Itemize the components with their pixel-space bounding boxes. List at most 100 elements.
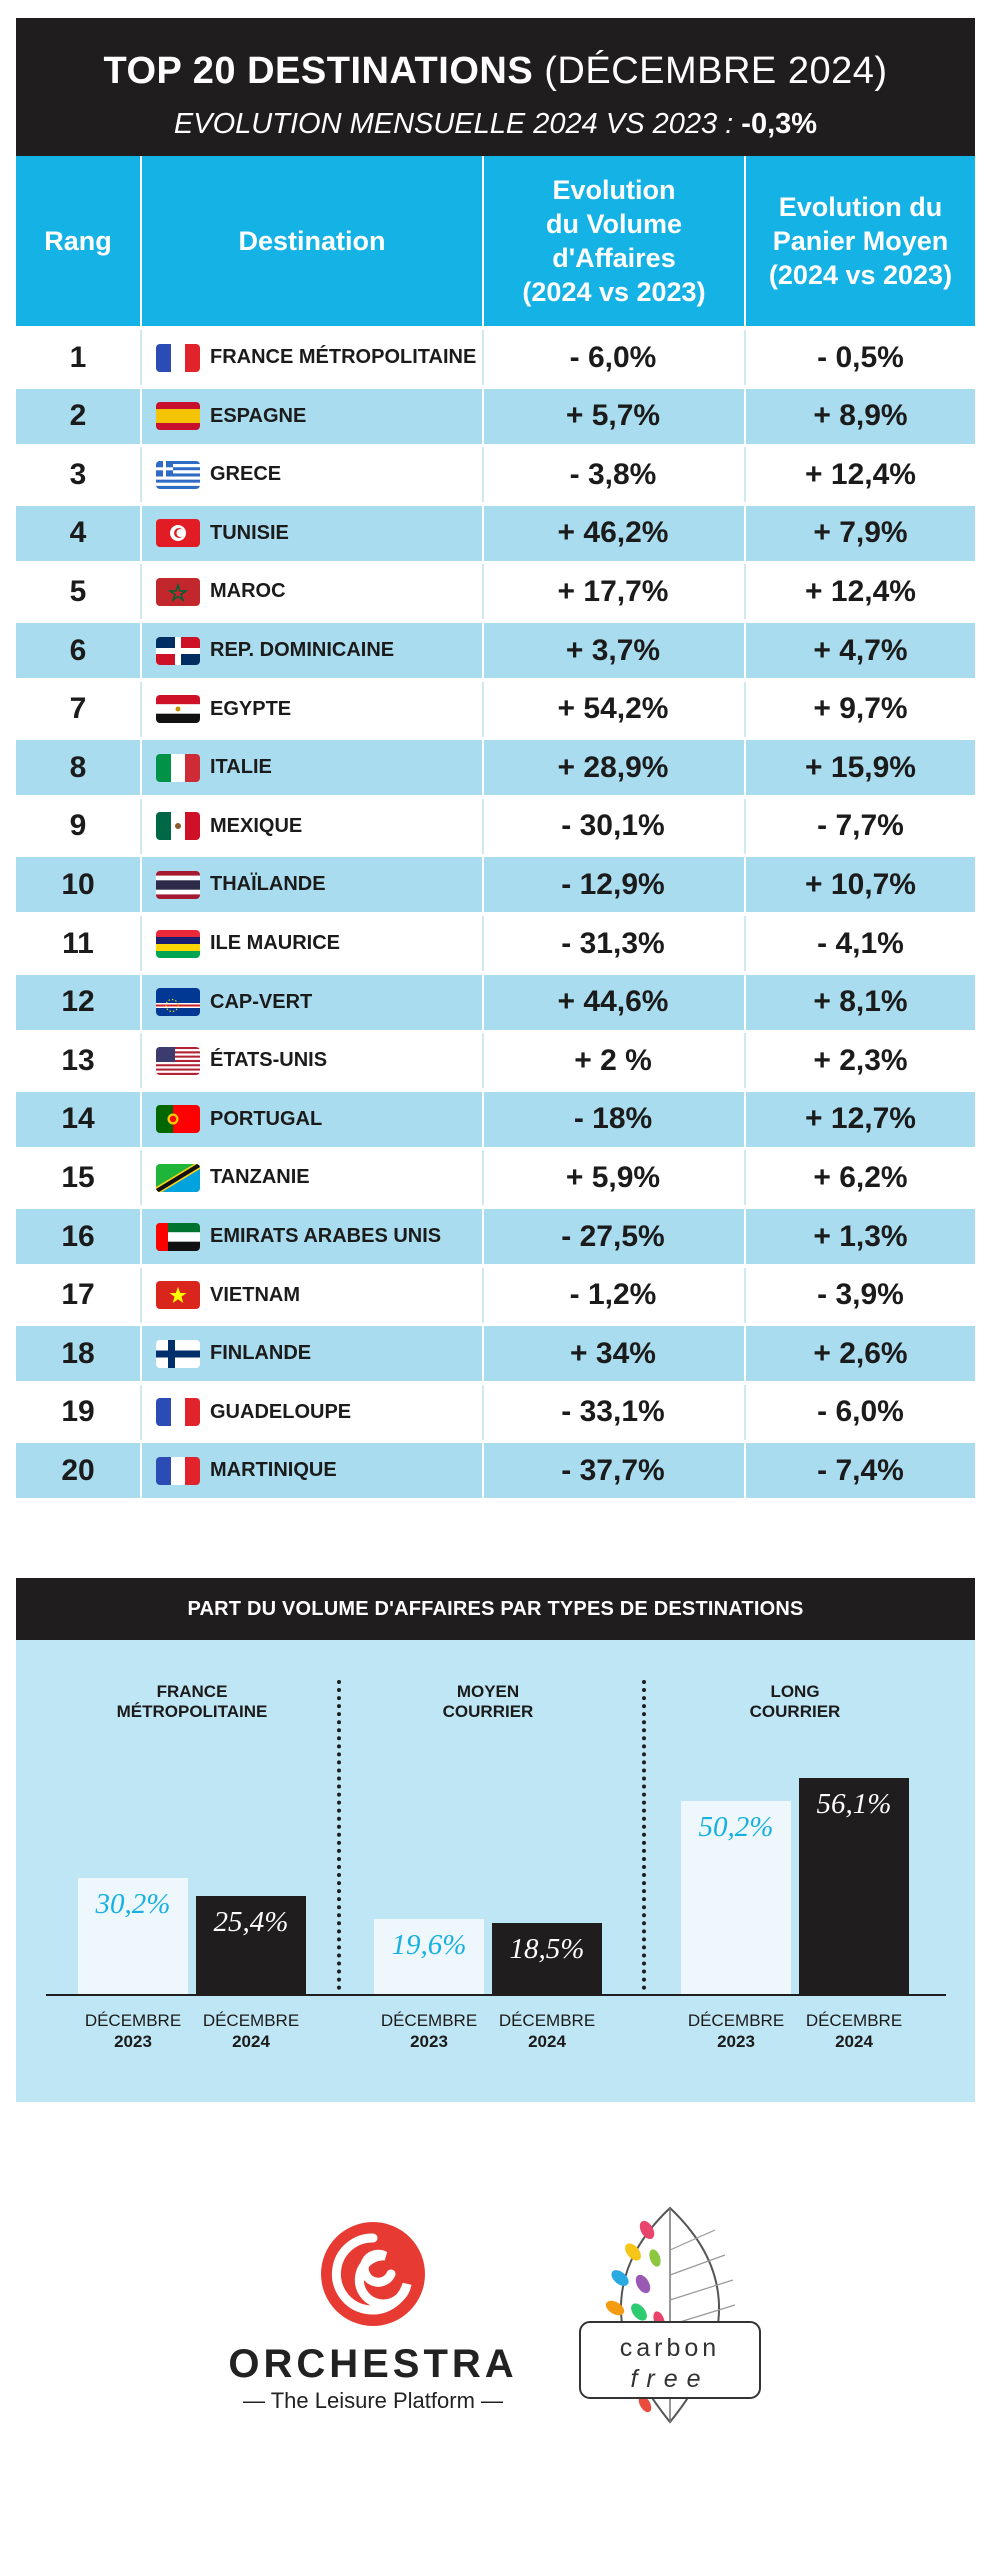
free-word: free	[630, 2365, 709, 2393]
orchestra-tagline: — The Leisure Platform —	[242, 2388, 504, 2413]
table-row: 11 ILE MAURICE - 31,3% - 4,1%	[16, 916, 975, 971]
table-row: 9 MEXIQUE - 30,1% - 7,7%	[16, 798, 975, 854]
volume-evolution-cell: + 17,7%	[557, 574, 669, 608]
panier-evolution-cell: + 10,7%	[805, 867, 916, 901]
column-header-panier-line: (2024 vs 2023)	[768, 260, 953, 290]
table-row: 7 EGYPTE + 54,2% + 9,7%	[16, 681, 975, 737]
orchestra-wordmark: ORCHESTRA	[228, 2342, 518, 2386]
volume-evolution-cell: + 54,2%	[557, 692, 669, 726]
destination-cell: FINLANDE	[144, 1326, 480, 1381]
chart-bar: 50,2%	[681, 1800, 791, 1994]
italy-flag-icon	[156, 753, 200, 782]
x-tick-label: DÉCEMBRE 2024	[498, 2011, 596, 2051]
carbon-free-logo-icon: carbon free	[579, 2206, 761, 2424]
vietnam-flag-icon	[156, 1281, 200, 1310]
volume-evolution-cell: + 44,6%	[557, 985, 669, 1019]
destination-cell: MARTINIQUE	[144, 1443, 480, 1498]
panier-evolution-cell: - 6,0%	[817, 1395, 904, 1429]
chart-bar: 30,2%	[78, 1877, 188, 1994]
destination-cell: EGYPTE	[144, 682, 480, 737]
group-divider	[642, 1680, 646, 1990]
destination-cell: ÉTATS-UNIS	[144, 1033, 480, 1088]
table-row: 20 MARTINIQUE - 37,7% - 7,4%	[16, 1443, 975, 1499]
chart-bar: 19,6%	[374, 1918, 484, 1994]
table-header: Rang Destination Evolution du Volume d'A…	[16, 156, 975, 326]
title-banner: TOP 20 DESTINATIONS (DÉCEMBRE 2024) EVOL…	[16, 18, 975, 156]
carbon-word: carbon	[620, 2334, 720, 2362]
tanzania-flag-icon	[156, 1163, 200, 1192]
column-header-destination-label: Destination	[238, 226, 386, 256]
table-row: 16 EMIRATS ARABES UNIS - 27,5% + 1,3%	[16, 1209, 975, 1264]
title-main: TOP 20 DESTINATIONS	[103, 50, 534, 92]
group-title: LONG COURRIER	[749, 1682, 841, 1721]
destination-name: ESPAGNE	[210, 404, 307, 427]
rank-cell: 3	[69, 457, 87, 491]
rank-cell: 16	[61, 1219, 95, 1253]
column-header-volume-line: Evolution	[552, 175, 676, 205]
france-flag-icon	[156, 1456, 200, 1485]
rank-cell: 6	[69, 633, 87, 667]
destination-name: THAÏLANDE	[210, 873, 326, 896]
egypt-flag-icon	[156, 695, 200, 724]
finland-flag-icon	[156, 1339, 200, 1368]
volume-evolution-cell: + 34%	[570, 1336, 656, 1370]
page-title: TOP 20 DESTINATIONS (DÉCEMBRE 2024)	[16, 50, 975, 93]
volume-evolution-cell: - 18%	[573, 1102, 653, 1136]
table-row: 6 REP. DOMINICAINE + 3,7% + 4,7%	[16, 623, 975, 678]
panier-evolution-cell: + 12,4%	[805, 457, 916, 491]
destination-cell: CAP-VERT	[144, 975, 480, 1030]
volume-evolution-cell: + 3,7%	[565, 633, 661, 667]
dominican-republic-flag-icon	[156, 636, 200, 665]
destination-cell: REP. DOMINICAINE	[144, 623, 480, 678]
group-title: FRANCE MÉTROPOLITAINE	[116, 1682, 268, 1721]
volume-evolution-cell: - 3,8%	[569, 457, 657, 491]
volume-evolution-cell: - 6,0%	[569, 340, 657, 374]
destination-name: REP. DOMINICAINE	[210, 639, 395, 661]
rank-cell: 2	[69, 399, 87, 433]
panier-evolution-cell: + 7,9%	[813, 516, 908, 550]
column-header-rank: Rang	[16, 156, 142, 326]
column-header-panier-line: Panier Moyen	[772, 226, 949, 256]
destination-cell: TANZANIE	[144, 1150, 480, 1205]
chart-baseline	[46, 1994, 946, 1996]
volume-evolution-cell: - 33,1%	[561, 1395, 665, 1429]
x-tick-label: DÉCEMBRE 2024	[202, 2011, 300, 2051]
x-tick-label: DÉCEMBRE 2023	[687, 2011, 785, 2051]
rank-cell: 17	[61, 1278, 95, 1312]
chart-bar: 18,5%	[492, 1922, 602, 1994]
rank-cell: 13	[61, 1043, 95, 1077]
rank-cell: 9	[69, 809, 87, 843]
destination-name: ILE MAURICE	[210, 932, 340, 954]
destination-name: PORTUGAL	[210, 1107, 323, 1130]
rank-cell: 7	[69, 692, 87, 726]
destination-name: TANZANIE	[210, 1166, 310, 1189]
table-row: 8 ITALIE + 28,9% + 15,9%	[16, 740, 975, 796]
portugal-flag-icon	[156, 1105, 200, 1134]
spain-flag-icon	[156, 402, 200, 431]
table-row: 4 TUNISIE + 46,2% + 7,9%	[16, 505, 975, 561]
table-row: 13 ÉTATS-UNIS + 2 % + 2,3%	[16, 1033, 975, 1089]
volume-evolution-cell: - 37,7%	[561, 1453, 665, 1487]
group-divider	[337, 1680, 341, 1990]
column-header-volume-line: (2024 vs 2023)	[522, 277, 706, 307]
rank-cell: 14	[61, 1102, 95, 1136]
rank-cell: 20	[61, 1453, 95, 1487]
usa-flag-icon	[156, 1046, 200, 1075]
panier-evolution-cell: + 12,4%	[805, 574, 916, 608]
volume-evolution-cell: + 2 %	[574, 1043, 652, 1077]
mexico-flag-icon	[156, 812, 200, 841]
table-row: 15 TANZANIE + 5,9% + 6,2%	[16, 1150, 975, 1206]
destination-name: CAP-VERT	[210, 990, 313, 1013]
group-title: MOYEN COURRIER	[442, 1682, 534, 1721]
rank-cell: 12	[61, 985, 95, 1019]
column-header-volume: Evolution du Volume d'Affaires (2024 vs …	[484, 156, 746, 326]
destination-name: FINLANDE	[210, 1342, 312, 1365]
destination-name: ÉTATS-UNIS	[210, 1049, 328, 1072]
volume-evolution-cell: + 5,7%	[565, 399, 661, 433]
volume-evolution-cell: - 31,3%	[561, 926, 665, 960]
panier-evolution-cell: - 4,1%	[817, 926, 904, 960]
column-header-volume-line: d'Affaires	[552, 243, 676, 273]
chart-bar: 56,1%	[799, 1778, 909, 1994]
title-date: (DÉCEMBRE 2024)	[544, 50, 888, 92]
panier-evolution-cell: - 3,9%	[817, 1278, 904, 1312]
